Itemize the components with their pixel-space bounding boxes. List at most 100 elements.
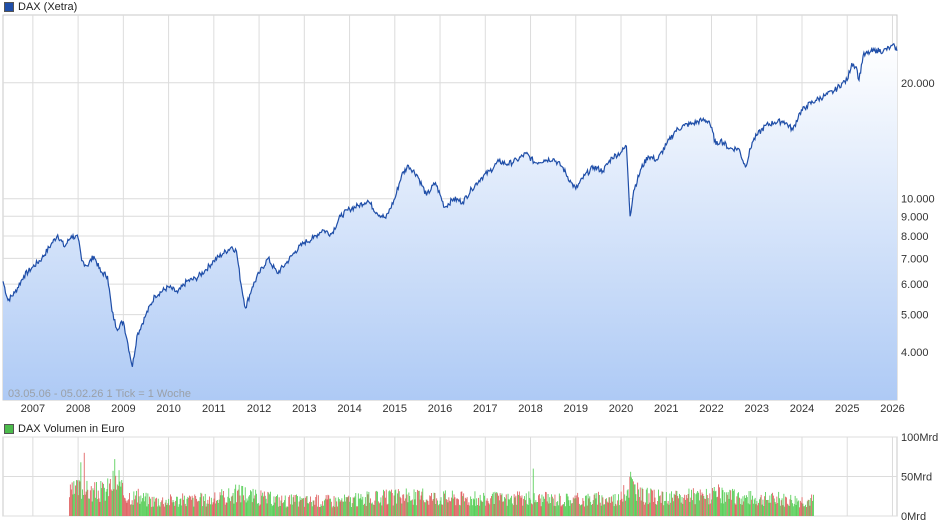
volume-bar [136, 502, 138, 516]
volume-bar [212, 502, 214, 516]
volume-bar [513, 494, 515, 516]
volume-bar [236, 502, 237, 516]
volume-bar [257, 503, 258, 516]
volume-bar [719, 487, 720, 516]
volume-bar [683, 497, 685, 516]
volume-bar [267, 491, 269, 516]
volume-bar [336, 501, 338, 516]
volume-bar [657, 501, 659, 516]
volume-bar [507, 493, 509, 516]
volume-bar [504, 497, 505, 516]
volume-bar [167, 503, 169, 516]
volume-bar [784, 506, 786, 516]
volume-bar [538, 494, 540, 516]
volume-bar [213, 498, 215, 516]
volume-bar [95, 497, 97, 516]
x-tick-label: 2018 [518, 403, 542, 415]
volume-bar [410, 500, 411, 516]
volume-bar [319, 506, 321, 516]
volume-bar [286, 506, 288, 516]
volume-bar [401, 503, 403, 516]
volume-bar [479, 494, 481, 516]
x-tick-label: 2022 [699, 403, 723, 415]
volume-bar [558, 493, 560, 516]
volume-bar [802, 503, 804, 516]
volume-bar [542, 502, 544, 516]
volume-bar [87, 489, 89, 516]
volume-bar [739, 497, 740, 516]
volume-bar [489, 504, 491, 516]
volume-bar [580, 504, 582, 516]
volume-bar [578, 503, 580, 516]
volume-bar [721, 487, 723, 516]
volume-bar [156, 506, 158, 516]
volume-bar [247, 500, 249, 516]
volume-bar [463, 493, 465, 516]
volume-bar [231, 495, 233, 516]
volume-bar [616, 505, 618, 516]
volume-bar [545, 491, 546, 516]
volume-bar [288, 496, 290, 516]
volume-bar [152, 506, 154, 516]
volume-bar [82, 489, 83, 516]
volume-bar [227, 496, 229, 516]
volume-bar [379, 502, 381, 516]
volume-bar [337, 506, 338, 516]
volume-bar [563, 504, 565, 516]
volume-bar [125, 500, 127, 516]
volume-bar [259, 504, 261, 516]
volume-bar [696, 492, 698, 516]
volume-bar [323, 505, 324, 516]
volume-bar [588, 498, 590, 516]
volume-bar [72, 494, 74, 516]
volume-bar [141, 501, 143, 516]
volume-bar [625, 500, 626, 516]
volume-bar [450, 501, 451, 516]
volume-bar [297, 506, 299, 516]
volume-bar [238, 484, 240, 516]
volume-bar [285, 507, 287, 516]
volume-bar [466, 497, 468, 516]
volume-bar [265, 498, 267, 516]
volume-bar [729, 489, 731, 516]
volume-bar [446, 499, 448, 516]
volume-bar [281, 495, 283, 516]
volume-bar [581, 504, 583, 516]
volume-bar [243, 495, 244, 516]
volume-bar [511, 495, 512, 516]
volume-bar [632, 481, 634, 516]
volume-bar [372, 504, 374, 516]
y-tick-label: 4.000 [901, 347, 929, 359]
volume-bar [582, 498, 584, 516]
volume-bar [309, 501, 311, 516]
volume-bar [490, 498, 492, 516]
volume-bar [264, 495, 266, 516]
volume-bar [162, 497, 164, 516]
volume-bar [561, 505, 563, 516]
volume-bar [332, 505, 334, 516]
volume-bar [409, 496, 411, 516]
volume-bar [384, 497, 386, 516]
volume-bar [744, 495, 746, 516]
volume-bar [778, 491, 780, 516]
volume-bar [219, 492, 221, 516]
volume-bar [287, 506, 289, 516]
x-tick-label: 2014 [337, 403, 361, 415]
volume-bar [669, 493, 671, 516]
volume-bar [782, 505, 784, 516]
volume-bar [575, 498, 577, 516]
volume-bar [308, 503, 310, 516]
volume-bar [161, 500, 163, 516]
volume-bar [255, 489, 257, 516]
volume-bar [330, 501, 332, 516]
volume-bar [670, 502, 672, 516]
volume-bar [289, 495, 291, 516]
volume-bar [190, 499, 192, 516]
volume-bar [636, 500, 638, 516]
volume-bar [151, 496, 153, 516]
volume-bar [140, 495, 142, 516]
volume-bar [429, 495, 431, 516]
volume-bar [405, 488, 407, 516]
volume-bar [187, 496, 189, 516]
